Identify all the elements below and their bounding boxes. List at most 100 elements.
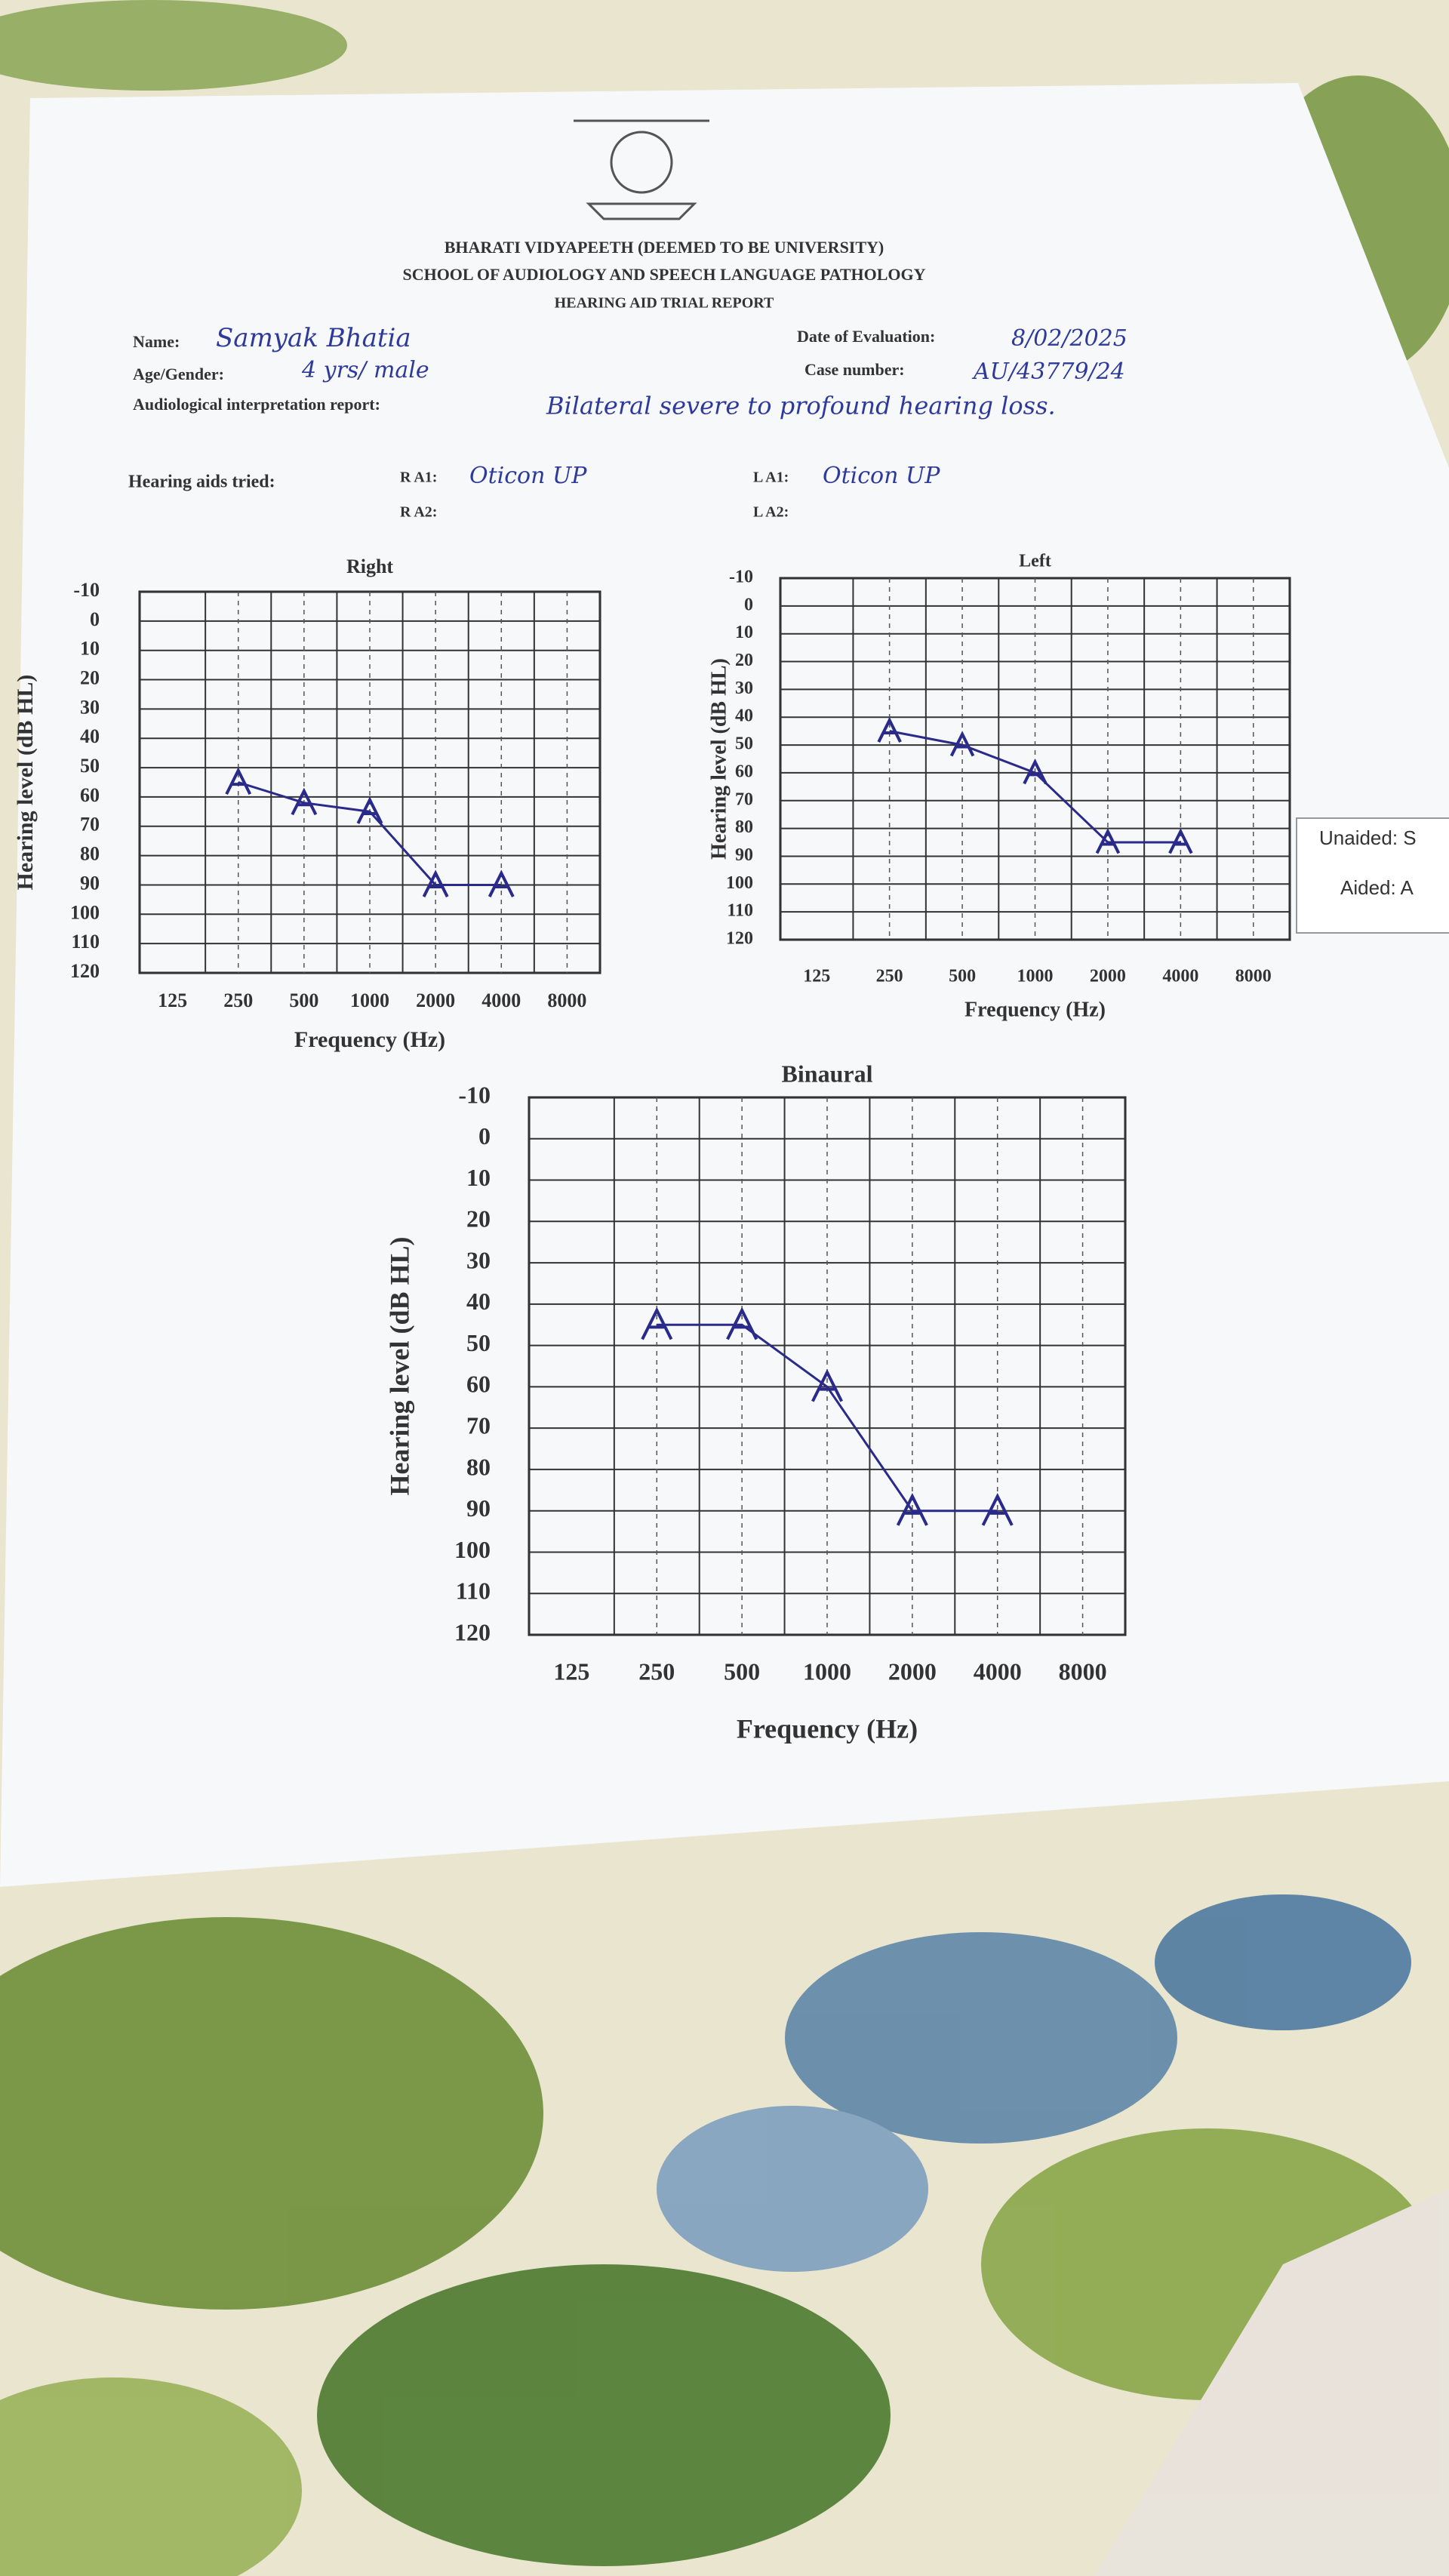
x-axis-title: Frequency (Hz) xyxy=(964,998,1106,1021)
field-value: Oticon UP xyxy=(823,463,940,489)
field-value: Samyak Bhatia xyxy=(216,323,411,353)
y-tick-label: 60 xyxy=(735,762,753,781)
y-tick-label: 110 xyxy=(71,931,100,953)
y-tick-label: 100 xyxy=(454,1536,491,1563)
aided-marker xyxy=(225,767,252,795)
y-tick-label: 90 xyxy=(80,872,100,894)
y-tick-label: 20 xyxy=(735,651,753,670)
y-tick-label: 10 xyxy=(80,638,100,660)
x-tick-label: 4000 xyxy=(1162,967,1198,986)
x-tick-label: 8000 xyxy=(547,989,586,1011)
paper xyxy=(0,83,1449,1887)
y-tick-label: 40 xyxy=(735,706,753,726)
x-tick-label: 2000 xyxy=(1090,967,1126,986)
y-tick-label: 50 xyxy=(466,1329,491,1356)
field-label: Date of Evaluation: xyxy=(797,327,935,346)
field-label: Age/Gender: xyxy=(133,365,224,383)
y-tick-label: 80 xyxy=(735,817,753,837)
y-tick-label: 30 xyxy=(735,679,753,698)
x-tick-label: 4000 xyxy=(974,1657,1022,1685)
y-tick-label: 0 xyxy=(478,1122,491,1150)
aided-marker xyxy=(726,1306,758,1340)
aided-marker xyxy=(877,716,902,743)
y-tick-label: 30 xyxy=(80,696,100,718)
y-tick-label: 120 xyxy=(454,1618,491,1645)
y-tick-label: 50 xyxy=(80,755,100,777)
x-axis-title: Frequency (Hz) xyxy=(294,1027,445,1052)
aided-marker xyxy=(949,731,975,757)
x-tick-label: 8000 xyxy=(1235,967,1272,986)
x-tick-label: 2000 xyxy=(416,989,455,1011)
y-tick-label: 100 xyxy=(70,901,100,923)
legend-box xyxy=(1296,817,1449,934)
field-value: AU/43779/24 xyxy=(971,359,1125,385)
field-value: 4 yrs/ male xyxy=(301,357,429,383)
y-tick-label: 60 xyxy=(80,784,100,806)
chart-title: Binaural xyxy=(782,1060,873,1087)
field-label: R A2: xyxy=(400,504,437,521)
x-tick-label: 1000 xyxy=(350,989,389,1011)
x-tick-label: 250 xyxy=(223,989,253,1011)
aided-marker xyxy=(291,787,318,816)
y-tick-label: 90 xyxy=(735,845,753,865)
y-tick-label: 100 xyxy=(726,873,753,893)
x-tick-label: 500 xyxy=(724,1657,760,1685)
y-tick-label: 70 xyxy=(466,1411,491,1439)
field-label: R A1: xyxy=(400,469,437,486)
y-tick-label: 10 xyxy=(466,1164,491,1191)
x-tick-label: 250 xyxy=(876,967,903,986)
y-tick-label: 30 xyxy=(466,1246,491,1273)
x-tick-label: 2000 xyxy=(888,1657,937,1685)
y-tick-label: 40 xyxy=(80,725,100,747)
aided-marker xyxy=(1168,828,1193,854)
chart-title: Left xyxy=(1019,552,1051,571)
y-tick-label: 0 xyxy=(744,595,753,614)
field-label: Name: xyxy=(133,332,180,351)
x-tick-label: 500 xyxy=(289,989,318,1011)
y-tick-label: 90 xyxy=(466,1494,491,1522)
x-tick-label: 125 xyxy=(158,989,187,1011)
field-value: 8/02/2025 xyxy=(1011,325,1128,352)
y-tick-label: -10 xyxy=(458,1081,491,1108)
audiogram-line xyxy=(657,1323,998,1513)
y-tick-label: 20 xyxy=(466,1205,491,1233)
audiogram-line xyxy=(889,730,1181,844)
aided-marker xyxy=(896,1493,928,1526)
x-tick-label: 1000 xyxy=(1017,967,1054,986)
x-tick-label: 1000 xyxy=(803,1657,851,1685)
aided-marker xyxy=(641,1306,673,1340)
aided-marker xyxy=(422,869,449,897)
y-tick-label: 120 xyxy=(70,960,100,982)
school: SCHOOL OF AUDIOLOGY AND SPEECH LANGUAGE … xyxy=(402,265,925,284)
y-tick-label: -10 xyxy=(73,579,100,601)
legend-entry: Aided: A xyxy=(1340,876,1414,899)
y-tick-label: 70 xyxy=(80,814,100,836)
y-tick-label: 10 xyxy=(735,623,753,642)
x-tick-label: 125 xyxy=(553,1657,589,1685)
y-tick-label: 120 xyxy=(726,929,753,949)
y-tick-label: 110 xyxy=(456,1577,491,1605)
y-axis-title: Hearing level (dB HL) xyxy=(707,658,731,860)
logo xyxy=(574,119,709,220)
y-tick-label: 20 xyxy=(80,667,100,689)
x-tick-label: 500 xyxy=(949,967,976,986)
y-tick-label: 70 xyxy=(735,789,753,809)
field-label: L A1: xyxy=(753,469,789,486)
field-label: Hearing aids tried: xyxy=(128,472,275,492)
field-label: Audiological interpretation report: xyxy=(133,395,380,414)
y-tick-label: 110 xyxy=(727,901,753,921)
y-tick-label: 80 xyxy=(80,843,100,865)
x-axis-title: Frequency (Hz) xyxy=(737,1713,918,1743)
field-value: Bilateral severe to profound hearing los… xyxy=(546,392,1056,420)
y-tick-label: 60 xyxy=(466,1371,491,1398)
institution: BHARATI VIDYAPEETH (DEEMED TO BE UNIVERS… xyxy=(445,238,884,257)
y-tick-label: 80 xyxy=(466,1453,491,1480)
field-value: Oticon UP xyxy=(469,463,587,489)
y-axis-title: Hearing level (dB HL) xyxy=(13,675,38,891)
aided-marker xyxy=(356,796,383,824)
x-tick-label: 250 xyxy=(638,1657,675,1685)
y-tick-label: 50 xyxy=(735,734,753,754)
y-tick-label: 40 xyxy=(466,1288,491,1315)
